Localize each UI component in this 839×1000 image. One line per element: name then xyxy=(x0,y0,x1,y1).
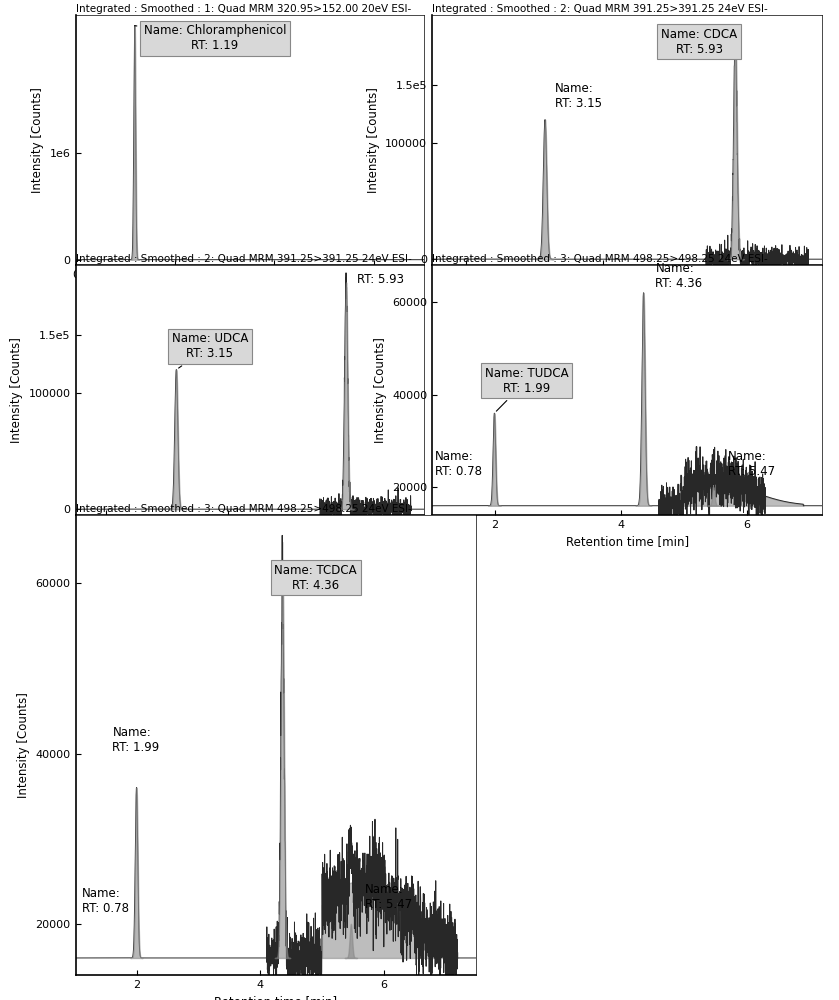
Text: Name:
RT: 0.78: Name: RT: 0.78 xyxy=(81,887,128,915)
X-axis label: Retention time [min]: Retention time [min] xyxy=(565,285,689,298)
Text: RT: 5.93: RT: 5.93 xyxy=(357,273,404,286)
Y-axis label: Intensity [Counts]: Intensity [Counts] xyxy=(367,87,380,193)
Text: Name: UDCA
RT: 3.15: Name: UDCA RT: 3.15 xyxy=(172,332,248,368)
Text: Name: Chloramphenicol
RT: 1.19: Name: Chloramphenicol RT: 1.19 xyxy=(135,24,286,52)
Text: Name: CDCA
RT: 5.93: Name: CDCA RT: 5.93 xyxy=(661,28,737,56)
Text: Integrated : Smoothed : 2: Quad MRM 391.25>391.25 24eV ESI-: Integrated : Smoothed : 2: Quad MRM 391.… xyxy=(432,4,768,14)
Text: Integrated : Smoothed : 2: Quad MRM 391.25>391.25 24eV ESI-: Integrated : Smoothed : 2: Quad MRM 391.… xyxy=(76,254,411,264)
X-axis label: Retention time [min]: Retention time [min] xyxy=(188,535,311,548)
Text: Integrated : Smoothed : 3: Quad MRM 498.25>498.25 24eV ESI-: Integrated : Smoothed : 3: Quad MRM 498.… xyxy=(76,504,411,514)
Y-axis label: Intensity [Counts]: Intensity [Counts] xyxy=(373,337,387,443)
Text: Name:
RT: 0.78: Name: RT: 0.78 xyxy=(435,450,482,478)
Text: Integrated : Smoothed : 3: Quad MRM 498.25>498.25 24eV ESI-: Integrated : Smoothed : 3: Quad MRM 498.… xyxy=(432,254,768,264)
Text: Name: TCDCA
RT: 4.36: Name: TCDCA RT: 4.36 xyxy=(274,564,357,592)
X-axis label: Retention time [min]: Retention time [min] xyxy=(188,285,311,298)
Text: Name: TUDCA
RT: 1.99: Name: TUDCA RT: 1.99 xyxy=(485,367,568,411)
Text: Name:
RT: 5.47: Name: RT: 5.47 xyxy=(727,450,775,478)
Text: Name:
RT: 4.36: Name: RT: 4.36 xyxy=(655,262,702,290)
X-axis label: Retention time [min]: Retention time [min] xyxy=(565,535,689,548)
X-axis label: Retention time [min]: Retention time [min] xyxy=(214,995,337,1000)
Text: Name:
RT: 1.99: Name: RT: 1.99 xyxy=(112,726,159,754)
Y-axis label: Intensity [Counts]: Intensity [Counts] xyxy=(10,337,23,443)
Y-axis label: Intensity [Counts]: Intensity [Counts] xyxy=(17,692,30,798)
Text: Name:
RT: 3.15: Name: RT: 3.15 xyxy=(555,82,602,110)
Text: Integrated : Smoothed : 1: Quad MRM 320.95>152.00 20eV ESI-: Integrated : Smoothed : 1: Quad MRM 320.… xyxy=(76,4,411,14)
Y-axis label: Intensity [Counts]: Intensity [Counts] xyxy=(31,87,44,193)
Text: Name:
RT: 5.47: Name: RT: 5.47 xyxy=(365,883,412,911)
